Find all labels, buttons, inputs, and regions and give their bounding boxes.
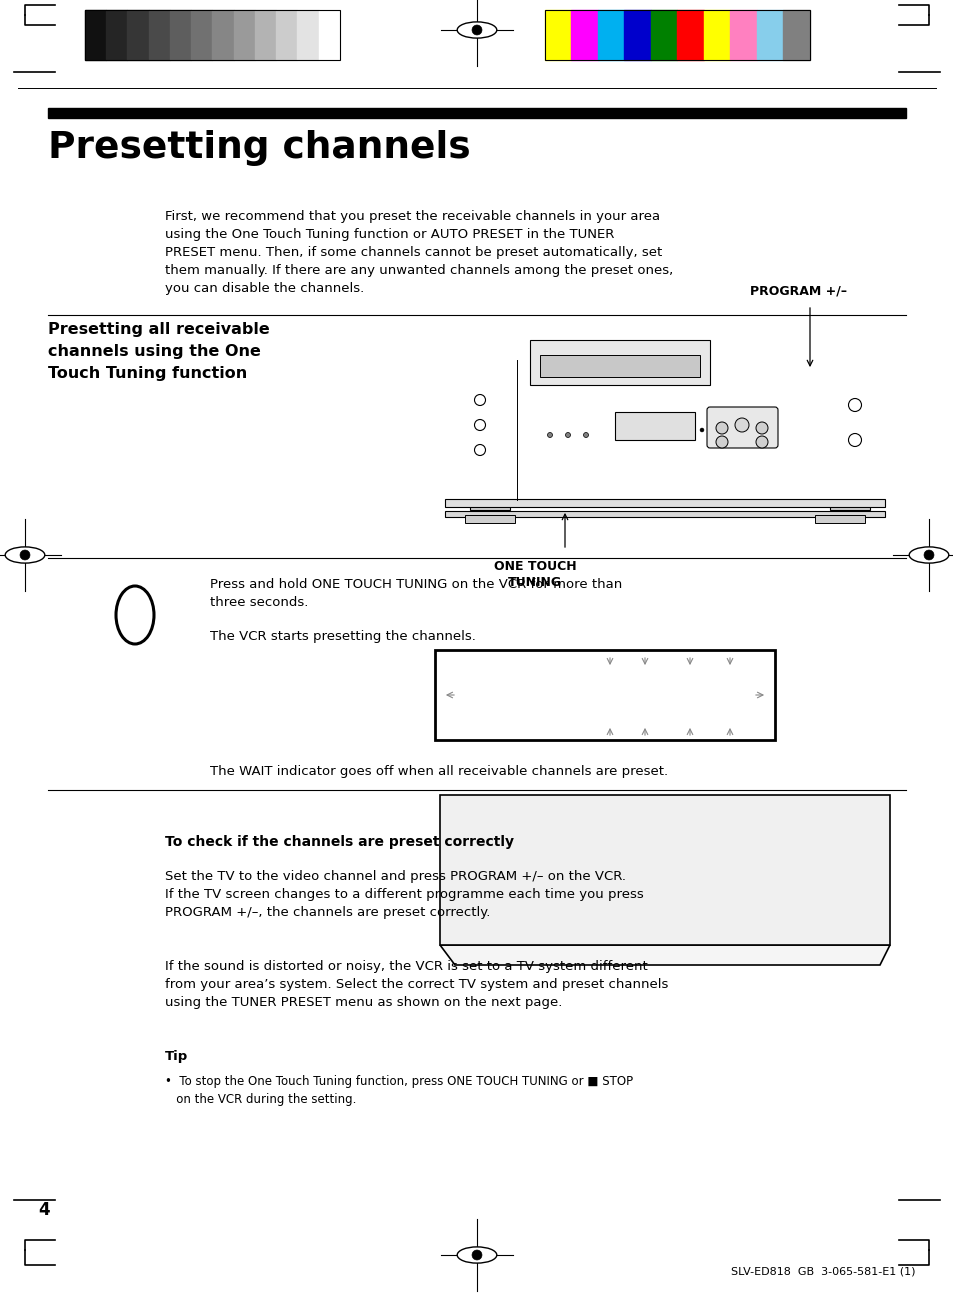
- Ellipse shape: [456, 1247, 497, 1264]
- Ellipse shape: [755, 422, 767, 434]
- Text: ONE TOUCH
TUNING: ONE TOUCH TUNING: [493, 560, 576, 589]
- Bar: [276, 10, 297, 60]
- Ellipse shape: [116, 586, 153, 644]
- Text: The WAIT indicator goes off when all receivable channels are preset.: The WAIT indicator goes off when all rec…: [210, 764, 667, 777]
- Bar: [571, 10, 598, 60]
- Bar: [48, 108, 905, 118]
- Text: Presetting all receivable
channels using the One
Touch Tuning function: Presetting all receivable channels using…: [48, 322, 270, 381]
- Text: To check if the channels are preset correctly: To check if the channels are preset corr…: [165, 835, 514, 849]
- Bar: [464, 515, 515, 523]
- Text: Set the TV to the video channel and press PROGRAM +/– on the VCR.
If the TV scre: Set the TV to the video channel and pres…: [165, 870, 643, 919]
- Bar: [297, 10, 318, 60]
- Ellipse shape: [755, 436, 767, 448]
- Bar: [598, 10, 624, 60]
- Text: Presetting channels: Presetting channels: [48, 130, 470, 166]
- Ellipse shape: [547, 433, 552, 438]
- Ellipse shape: [20, 550, 30, 560]
- Bar: [170, 10, 191, 60]
- Polygon shape: [439, 796, 889, 945]
- Bar: [544, 10, 809, 60]
- Bar: [149, 10, 170, 60]
- Ellipse shape: [923, 550, 933, 560]
- Ellipse shape: [908, 547, 948, 563]
- Ellipse shape: [5, 547, 45, 563]
- Ellipse shape: [474, 445, 485, 455]
- FancyBboxPatch shape: [706, 407, 778, 448]
- Ellipse shape: [716, 422, 727, 434]
- Bar: [318, 10, 339, 60]
- Bar: [624, 10, 650, 60]
- Ellipse shape: [472, 25, 481, 35]
- Bar: [782, 10, 809, 60]
- Bar: [615, 412, 695, 439]
- Bar: [435, 650, 774, 740]
- Text: The VCR starts presetting the channels.: The VCR starts presetting the channels.: [210, 630, 476, 644]
- Text: Tip: Tip: [165, 1050, 188, 1063]
- Bar: [106, 10, 128, 60]
- Ellipse shape: [847, 433, 861, 446]
- Bar: [444, 511, 884, 517]
- Text: Press and hold ONE TOUCH TUNING on the VCR for more than
three seconds.: Press and hold ONE TOUCH TUNING on the V…: [210, 578, 621, 608]
- Bar: [677, 10, 703, 60]
- Ellipse shape: [474, 420, 485, 430]
- Bar: [470, 502, 510, 510]
- Ellipse shape: [700, 428, 703, 432]
- Ellipse shape: [565, 433, 570, 438]
- Ellipse shape: [716, 436, 727, 448]
- Ellipse shape: [472, 1251, 481, 1260]
- Bar: [530, 341, 709, 385]
- Bar: [703, 10, 730, 60]
- Text: First, we recommend that you preset the receivable channels in your area
using t: First, we recommend that you preset the …: [165, 211, 673, 295]
- Bar: [191, 10, 213, 60]
- Bar: [650, 10, 677, 60]
- Bar: [544, 10, 571, 60]
- Ellipse shape: [474, 394, 485, 406]
- Polygon shape: [439, 945, 889, 965]
- Text: If the sound is distorted or noisy, the VCR is set to a TV system different
from: If the sound is distorted or noisy, the …: [165, 959, 668, 1009]
- Bar: [254, 10, 276, 60]
- Text: SLV-ED818  GB  3-065-581-E1 (1): SLV-ED818 GB 3-065-581-E1 (1): [731, 1268, 915, 1277]
- Text: 4: 4: [38, 1201, 50, 1219]
- Bar: [444, 499, 884, 507]
- Bar: [128, 10, 149, 60]
- Bar: [814, 515, 864, 523]
- Bar: [85, 10, 339, 60]
- Bar: [85, 10, 106, 60]
- Bar: [233, 10, 254, 60]
- Ellipse shape: [583, 433, 588, 438]
- Bar: [213, 10, 233, 60]
- Ellipse shape: [456, 22, 497, 38]
- Text: •  To stop the One Touch Tuning function, press ONE TOUCH TUNING or ■ STOP
   on: • To stop the One Touch Tuning function,…: [165, 1075, 633, 1106]
- Text: PROGRAM +/–: PROGRAM +/–: [749, 285, 846, 298]
- Bar: [730, 10, 757, 60]
- Ellipse shape: [847, 399, 861, 412]
- Bar: [539, 355, 700, 377]
- Bar: [829, 502, 869, 510]
- Bar: [757, 10, 782, 60]
- Ellipse shape: [734, 419, 748, 432]
